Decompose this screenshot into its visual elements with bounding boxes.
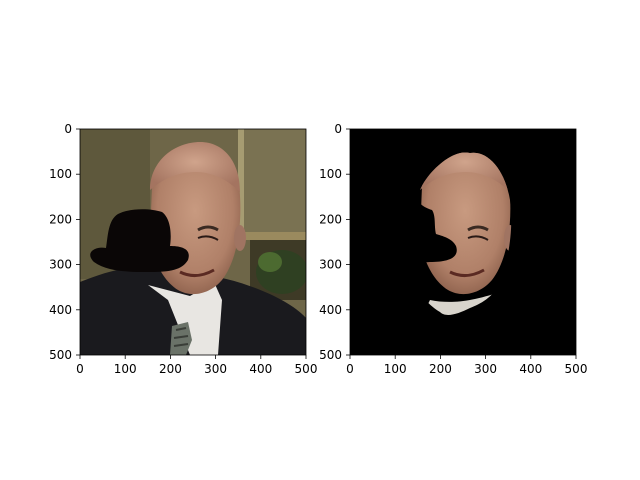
right-x-tick-label: 0 [346,362,354,376]
left-image-panel: 0 100 200 300 400 500 0 100 200 300 400 … [49,122,317,376]
right-y-tick-label: 200 [319,212,342,226]
left-y-tick-label: 500 [49,348,72,362]
right-y-tick-label: 100 [319,167,342,181]
right-y-tick-label: 300 [319,258,342,272]
right-masked-photo [350,129,576,355]
right-y-tick-label: 500 [319,348,342,362]
left-y-tick-label: 100 [49,167,72,181]
right-image-panel: 0 100 200 300 400 500 0 100 200 300 400 … [319,122,587,376]
left-x-tick-label: 400 [249,362,272,376]
left-x-tick-label: 500 [295,362,318,376]
right-x-tick-label: 500 [565,362,588,376]
left-x-tick-label: 300 [204,362,227,376]
left-photo [80,129,306,355]
right-x-tick-label: 200 [429,362,452,376]
hat-occlusion [90,209,189,272]
left-x-tick-label: 0 [76,362,84,376]
left-y-tick-label: 0 [64,122,72,136]
left-axes-frame [79,128,307,356]
right-y-tick-label: 400 [319,303,342,317]
right-y-axis: 0 100 200 300 400 500 [319,122,350,362]
right-axes-frame [349,128,577,356]
right-y-tick-label: 0 [334,122,342,136]
left-y-tick-label: 200 [49,212,72,226]
right-x-tick-label: 300 [474,362,497,376]
left-x-tick-label: 200 [159,362,182,376]
right-x-tick-label: 400 [519,362,542,376]
left-y-tick-label: 400 [49,303,72,317]
left-y-tick-label: 300 [49,258,72,272]
left-x-tick-label: 100 [114,362,137,376]
right-x-axis: 0 100 200 300 400 500 [346,355,587,376]
left-y-axis: 0 100 200 300 400 500 [49,122,80,362]
left-x-axis: 0 100 200 300 400 500 [76,355,317,376]
right-x-tick-label: 100 [384,362,407,376]
